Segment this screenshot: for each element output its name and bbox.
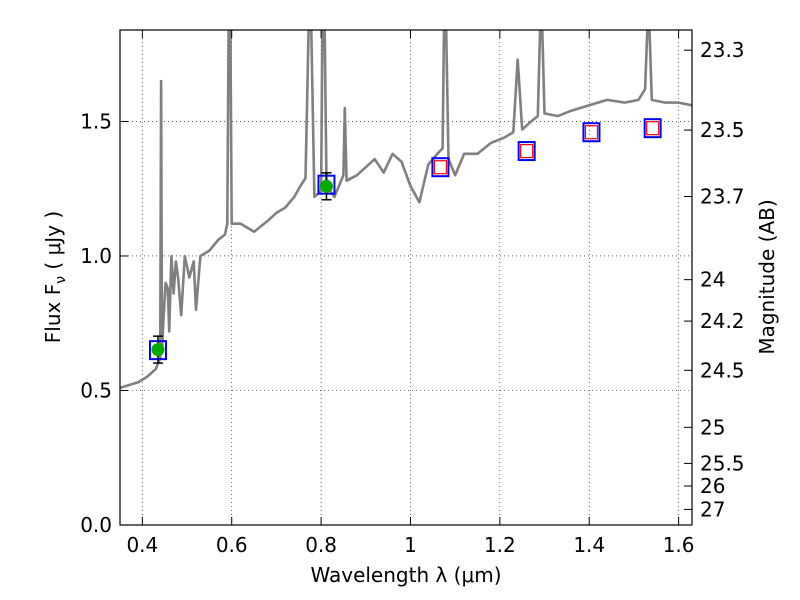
model-box-red [584, 125, 599, 140]
model-box-blue [517, 141, 536, 162]
y2-tick-label: 24 [700, 268, 725, 292]
model-box-red [433, 160, 448, 175]
plot-frame [119, 29, 693, 526]
x-axis-label: Wavelength λ (μm) [310, 563, 501, 587]
x-tick-label: 1.4 [573, 533, 605, 557]
axis-ticks [120, 30, 692, 526]
model-box-red [520, 143, 534, 159]
y2-tick-label: 27 [700, 497, 725, 521]
grid [120, 30, 692, 525]
y-axis-label-main: Flux F [41, 284, 65, 343]
x-tick-label: 1 [404, 533, 417, 557]
x-tick-label: 0.4 [126, 533, 158, 557]
x-tick-label: 1.6 [663, 533, 695, 557]
y-tick-label: 1.5 [80, 109, 112, 133]
spectrum-series [120, 30, 692, 390]
model-box-red [646, 121, 660, 136]
model-box-blue [643, 118, 662, 139]
model-box-blue [431, 157, 450, 178]
photometry-point [319, 179, 333, 193]
y2-tick-label: 25.5 [700, 451, 745, 475]
x-tick-label: 1.2 [484, 533, 516, 557]
spectrum-line [120, 30, 692, 390]
x-tick-label: 0.8 [305, 533, 337, 557]
photometry-points [151, 172, 333, 364]
y-axis-label: Flux Fν ( μJy ) [41, 211, 69, 343]
model-box-blue [582, 122, 601, 143]
y2-tick-label: 24.5 [700, 358, 745, 382]
y2-tick-label: 26 [700, 474, 725, 498]
photometry-point [151, 343, 165, 357]
y-axis-label-unit: ( μJy ) [41, 211, 65, 276]
y-tick-label: 0.0 [80, 513, 112, 537]
y-axis-label-sub: ν [53, 276, 69, 284]
y-tick-label: 1.0 [80, 244, 112, 268]
tick-labels: 0.4 0.6 0.8 1 1.2 1.4 1.6 0.0 0.5 1.0 1.5 23.3 23.5 2… [80, 38, 744, 557]
y-tick-label: 0.5 [80, 378, 112, 402]
y2-tick-label: 23.7 [700, 185, 745, 209]
y2-axis-label: Magnitude (AB) [755, 199, 779, 354]
y2-tick-label: 23.5 [700, 118, 745, 142]
y2-tick-label: 24.2 [700, 309, 745, 333]
y2-tick-label: 23.3 [700, 38, 745, 62]
y2-tick-label: 25 [700, 415, 725, 439]
x-tick-label: 0.6 [216, 533, 248, 557]
